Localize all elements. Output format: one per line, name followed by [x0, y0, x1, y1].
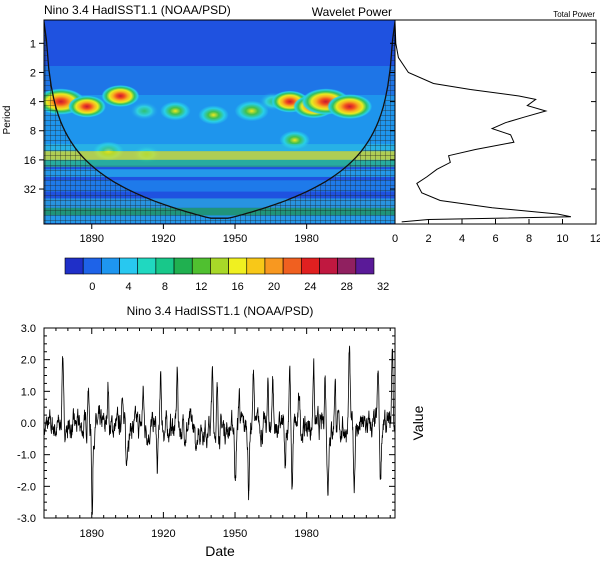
colorbar-label-12: 12	[195, 281, 207, 293]
wavelet-ylabel: Period	[2, 106, 13, 135]
wavelet-field	[44, 20, 395, 224]
total-power-title: Total Power	[553, 10, 595, 19]
timeseries-ytick-label--1.0: -1.0	[17, 450, 36, 462]
colorbar-swatch-14	[319, 257, 338, 275]
wavelet-hot-spot-3	[129, 101, 159, 121]
colorbar-swatch-10	[246, 257, 266, 275]
total-power-xtick-label-6: 6	[492, 233, 498, 245]
total-power-xtick-label-2: 2	[425, 233, 431, 245]
wavelet-ytick-label-16: 16	[24, 155, 36, 167]
wavelet-band-6	[44, 207, 395, 216]
wavelet-ytick-label-8: 8	[30, 126, 36, 138]
colorbar-swatch-0	[64, 257, 84, 275]
timeseries-xtick-label-1980: 1980	[294, 528, 318, 540]
timeseries-x-axis: 1890 1920 1950 1980	[55, 328, 391, 540]
timeseries-ylabel: Value	[410, 405, 426, 440]
colorbar-label-0: 0	[89, 281, 95, 293]
wavelet-x-axis: 1890 1920 1950 1980	[80, 224, 319, 245]
timeseries-ytick-label--2.0: -2.0	[17, 481, 36, 493]
timeseries-xlabel: Date	[205, 543, 235, 559]
colorbar-swatch-16	[355, 257, 375, 275]
total-power-xtick-label-10: 10	[556, 233, 568, 245]
timeseries-frame	[43, 327, 396, 519]
colorbar-swatch-5	[155, 257, 175, 275]
wavelet-xtick-label-1920: 1920	[151, 233, 175, 245]
total-power-xtick-label-8: 8	[526, 233, 532, 245]
wavelet-hot-spot-11	[327, 94, 373, 119]
wavelet-ytick-label-1: 1	[30, 38, 36, 50]
timeseries-line	[44, 345, 395, 515]
timeseries-ytick-label-2.0: 2.0	[21, 355, 36, 367]
total-power-xtick-label-4: 4	[459, 233, 465, 245]
cone-of-influence-hatch	[44, 21, 395, 224]
total-power-x-axis: 0 2 4 6 8 10 12	[392, 219, 600, 245]
wavelet-band-2	[44, 159, 395, 168]
timeseries-title: Nino 3.4 HadISST1.1 (NOAA/PSD)	[127, 304, 314, 318]
colorbar-label-20: 20	[268, 281, 280, 293]
colorbar-label-8: 8	[162, 281, 168, 293]
wavelet-ytick-label-2: 2	[30, 67, 36, 79]
timeseries-xtick-label-1890: 1890	[80, 528, 104, 540]
wavelet-hot-spot-2	[101, 85, 140, 107]
wavelet-y-axis: 1 2 4 8 16 32	[24, 38, 395, 196]
colorbar-swatch-9	[228, 257, 248, 275]
wavelet-ytick-label-4: 4	[30, 97, 36, 109]
total-power-y-ticks	[591, 42, 596, 190]
wavelet-hot-spot-5	[198, 105, 229, 125]
timeseries-ytick-label-0.0: 0.0	[21, 418, 36, 430]
colorbar-swatch-4	[137, 257, 157, 275]
colorbar-swatch-15	[337, 257, 357, 275]
colorbar-swatch-11	[264, 257, 284, 275]
colorbar-swatch-13	[300, 257, 320, 275]
timeseries-xtick-label-1920: 1920	[151, 528, 175, 540]
colorbar-label-4: 4	[126, 281, 132, 293]
wavelet-band-5	[44, 198, 395, 208]
colorbar-swatch-1	[82, 257, 102, 275]
colorbar-swatch-12	[282, 257, 302, 275]
timeseries-ytick-label--3.0: -3.0	[17, 513, 36, 525]
total-power-xtick-label-0: 0	[392, 233, 398, 245]
total-power-panel: Total Power 0 2 4 6 8 10 12	[392, 10, 600, 245]
wavelet-hot-spot-1	[68, 95, 106, 118]
cone-of-influence-line	[44, 21, 395, 219]
wavelet-title: Nino 3.4 HadISST1.1 (NOAA/PSD)	[44, 3, 231, 17]
total-power-frame	[394, 19, 597, 225]
wavelet-xtick-label-1890: 1890	[80, 233, 104, 245]
total-power-line	[395, 21, 572, 223]
wavelet-band-0	[44, 144, 395, 152]
colorbar-swatch-2	[101, 257, 120, 275]
wavelet-band-3	[44, 169, 395, 177]
timeseries-y-axis: 3.0 2.0 1.0 0.0 -1.0 -2.0 -3.0	[17, 323, 395, 525]
colorbar-swatch-3	[119, 257, 139, 275]
wavelet-band-4	[44, 180, 395, 192]
wavelet-xtick-label-1980: 1980	[294, 233, 318, 245]
timeseries-ytick-label-1.0: 1.0	[21, 386, 36, 398]
colorbar-swatch-6	[173, 257, 193, 275]
colorbar-label-16: 16	[232, 281, 244, 293]
wavelet-hot-spot-4	[160, 101, 191, 121]
timeseries-panel: Nino 3.4 HadISST1.1 (NOAA/PSD) 1890 1920 1…	[17, 304, 426, 559]
colorbar-label-24: 24	[304, 281, 316, 293]
total-power-xtick-label-12: 12	[590, 233, 600, 245]
colorbar-label-32: 32	[377, 281, 389, 293]
wavelet-xtick-label-1950: 1950	[223, 233, 247, 245]
colorbar-swatch-8	[210, 257, 229, 275]
colorbar-label-28: 28	[341, 281, 353, 293]
timeseries-ytick-label-3.0: 3.0	[21, 323, 36, 335]
colorbar: 0 4 8 12 16 20 24 28 32	[64, 257, 389, 293]
wavelet-band-1	[44, 151, 395, 160]
wavelet-subtitle: Wavelet Power	[312, 5, 392, 19]
wavelet-ytick-label-32: 32	[24, 184, 36, 196]
wavelet-hot-spot-6	[234, 100, 269, 122]
wavelet-panel: Nino 3.4 HadISST1.1 (NOAA/PSD) Wavelet P…	[2, 3, 396, 245]
colorbar-swatch-7	[191, 257, 211, 275]
timeseries-xtick-label-1950: 1950	[223, 528, 247, 540]
